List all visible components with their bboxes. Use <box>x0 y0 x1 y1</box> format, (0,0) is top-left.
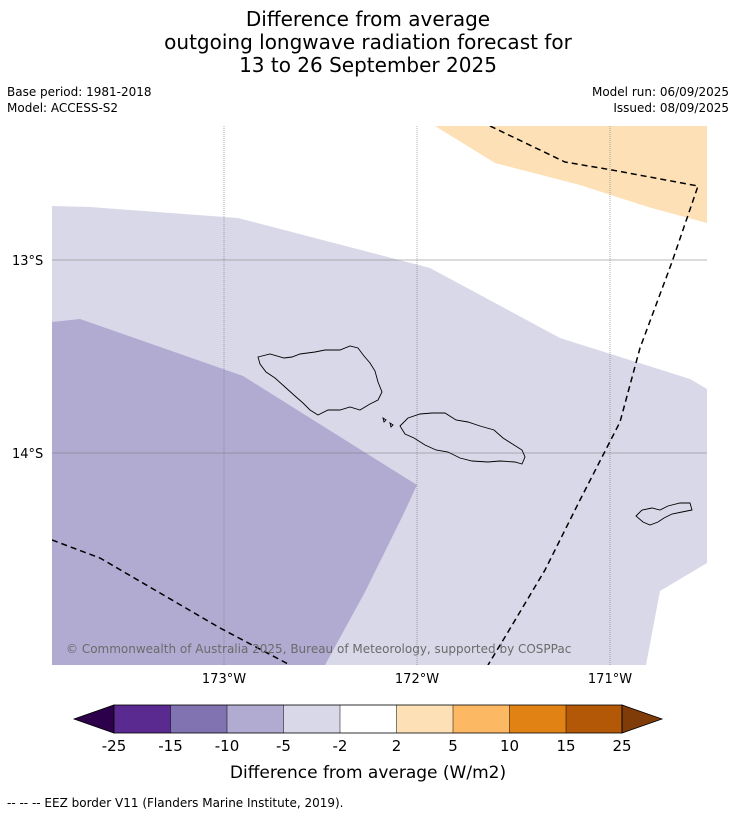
colorbar-bin-9 <box>566 705 622 733</box>
colorbar-tick: 2 <box>392 737 402 755</box>
eez-border-southwest <box>52 539 291 665</box>
colorbar: -25 -15 -10 -5 -2 2 5 10 15 25 Differenc… <box>72 704 664 783</box>
colorbar-tick: -25 <box>102 737 127 755</box>
meta-left: Base period: 1981-2018 Model: ACCESS-S2 <box>7 84 152 116</box>
colorbar-ticks: -25 -15 -10 -5 -2 2 5 10 15 25 <box>102 737 632 755</box>
colorbar-tick: -2 <box>333 737 348 755</box>
title-line-2: outgoing longwave radiation forecast for <box>164 30 572 54</box>
model-name: Model: ACCESS-S2 <box>7 101 119 115</box>
lat-label-13s: 13°S <box>12 254 43 269</box>
savaii-island <box>257 345 383 416</box>
lon-labels: 173°W 172°W 171°W <box>202 672 632 687</box>
colorbar-bin-2 <box>170 705 227 733</box>
colorbar-label: Difference from average (W/m2) <box>230 763 506 783</box>
map-panel: © Commonwealth of Australia 2025, Bureau… <box>52 126 707 665</box>
eez-legend: -- -- -- EEZ border V11 (Flanders Marine… <box>7 796 344 810</box>
colorbar-tick: 5 <box>448 737 458 755</box>
copyright-text: © Commonwealth of Australia 2025, Bureau… <box>66 642 571 656</box>
model-run: Model run: 06/09/2025 <box>591 85 729 99</box>
colorbar-tick: 15 <box>556 737 575 755</box>
colorbar-tick: -10 <box>215 737 240 755</box>
colorbar-bin-1 <box>114 705 171 733</box>
lon-label-172w: 172°W <box>395 672 439 687</box>
title-line-1: Difference from average <box>245 7 491 31</box>
lon-label-173w: 173°W <box>202 672 246 687</box>
apolima-island <box>389 421 394 428</box>
colorbar-outline <box>113 704 623 734</box>
lat-label-14s: 14°S <box>12 447 43 462</box>
colorbar-tick: 10 <box>500 737 519 755</box>
lat-labels: 13°S 14°S <box>12 254 43 462</box>
colorbar-bin-4 <box>283 705 340 733</box>
colorbar-tick: -5 <box>276 737 291 755</box>
colorbar-bin-5 <box>340 705 397 733</box>
eez-borders <box>52 126 699 665</box>
manono-island <box>382 416 387 423</box>
anomaly-region-pos-2-5 <box>435 126 707 223</box>
issued-date: Issued: 08/09/2025 <box>613 101 729 115</box>
colorbar-tick: -15 <box>158 737 183 755</box>
colorbar-bin-8 <box>509 705 566 733</box>
map-title: Difference from average outgoing longwav… <box>0 8 736 77</box>
gridlines <box>52 126 707 665</box>
colorbar-tick: 25 <box>612 737 631 755</box>
colorbar-bin-6 <box>396 705 453 733</box>
colorbar-bin-3 <box>227 705 284 733</box>
colorbar-extend-low <box>72 704 115 734</box>
anomaly-region-neg-5-10 <box>52 319 417 665</box>
meta-right: Model run: 06/09/2025 Issued: 08/09/2025 <box>592 84 729 116</box>
colorbar-extend-high <box>621 704 664 734</box>
lon-label-171w: 171°W <box>588 672 632 687</box>
colorbar-bin-7 <box>453 705 510 733</box>
title-line-3: 13 to 26 September 2025 <box>239 53 497 77</box>
base-period: Base period: 1981-2018 <box>7 85 152 99</box>
islands <box>257 345 693 526</box>
upolu-island <box>399 412 526 465</box>
tutuila-island <box>635 502 693 526</box>
eez-border-east <box>487 126 699 665</box>
